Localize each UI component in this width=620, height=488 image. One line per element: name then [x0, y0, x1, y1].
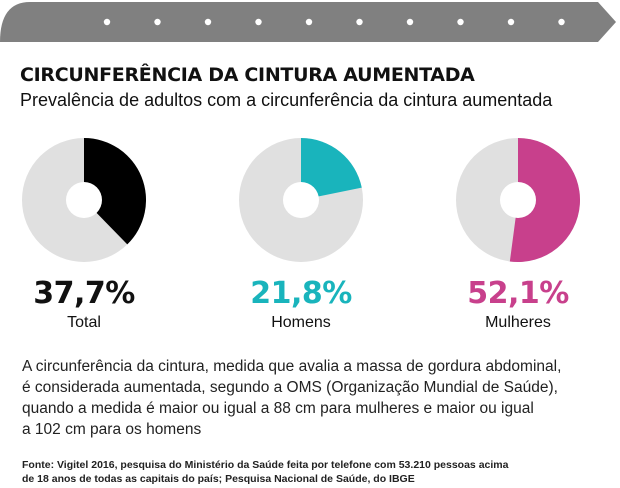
chart-title: CIRCUNFERÊNCIA DA CINTURA AUMENTADA	[20, 64, 475, 86]
source-note: Fonte: Vigitel 2016, pesquisa do Ministé…	[22, 458, 612, 486]
donut-homens-hole	[283, 182, 319, 218]
banner-dot	[103, 18, 111, 26]
description-line: é considerada aumentada, segundo a OMS (…	[22, 379, 558, 396]
value-label-homens: 21,8%	[250, 276, 352, 311]
donut-homens	[239, 138, 363, 262]
value-label-mulheres: 52,1%	[467, 276, 569, 311]
banner-dot	[356, 18, 363, 26]
category-label-total: Total	[67, 314, 101, 331]
banner-dot	[255, 18, 262, 26]
category-label-mulheres: Mulheres	[485, 314, 551, 331]
donut-homens-slice	[301, 138, 362, 200]
header-banner	[0, 2, 616, 42]
banner-dots	[103, 18, 565, 26]
description-text: A circunferência da cintura, medida que …	[22, 356, 602, 440]
donut-mulheres-hole	[500, 182, 536, 218]
description-line: A circunferência da cintura, medida que …	[22, 358, 562, 375]
donut-total-slice	[84, 138, 146, 245]
source-line: Fonte: Vigitel 2016, pesquisa do Ministé…	[22, 459, 509, 471]
donut-homens-svg	[239, 138, 363, 262]
donut-total-svg	[22, 138, 146, 262]
banner-dot	[507, 18, 515, 26]
description-line: a 102 cm para os homens	[22, 421, 202, 438]
banner-dot	[406, 18, 414, 26]
description-line: quando a medida é maior ou igual a 88 cm…	[22, 400, 534, 417]
banner-dot	[558, 18, 565, 26]
donut-total-hole	[66, 182, 102, 218]
category-label-homens: Homens	[271, 314, 331, 331]
source-line: de 18 anos de todas as capitais do país;…	[22, 473, 415, 485]
value-label-total: 37,7%	[33, 276, 135, 311]
chart-subtitle: Prevalência de adultos com a circunferên…	[20, 90, 553, 110]
donut-total	[22, 138, 146, 262]
banner-dot	[204, 18, 212, 26]
banner-dot	[457, 18, 464, 26]
banner-dot	[305, 18, 313, 26]
donut-mulheres	[456, 138, 580, 262]
donut-mulheres-svg	[456, 138, 580, 262]
banner-dot	[154, 18, 161, 26]
donut-mulheres-slice	[509, 138, 580, 262]
